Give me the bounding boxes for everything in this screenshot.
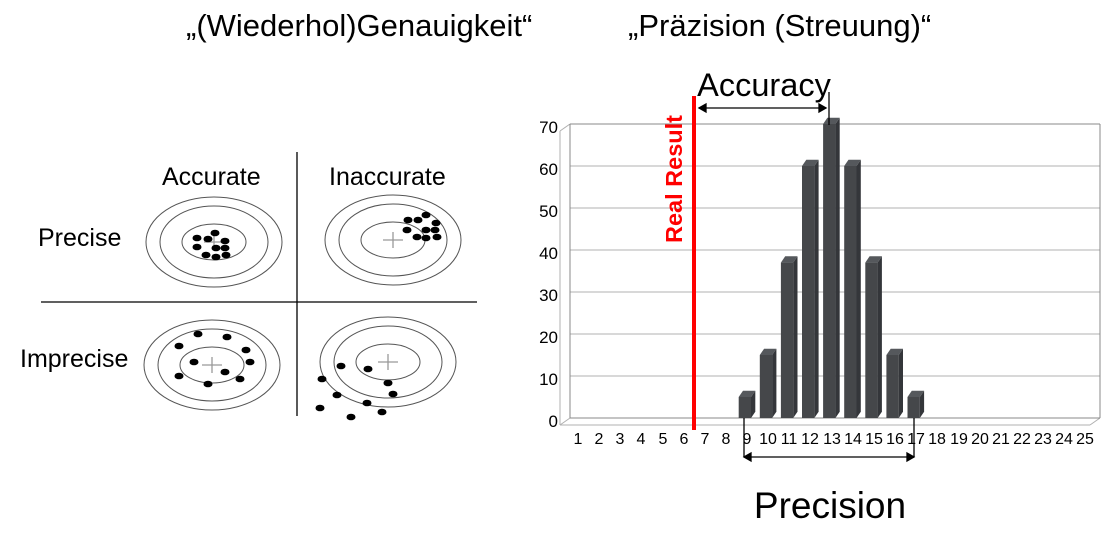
svg-text:16: 16 bbox=[886, 431, 904, 448]
svg-text:23: 23 bbox=[1034, 431, 1052, 448]
svg-text:10: 10 bbox=[759, 431, 777, 448]
svg-text:5: 5 bbox=[659, 431, 668, 448]
svg-text:Precision: Precision bbox=[754, 485, 906, 526]
svg-text:14: 14 bbox=[844, 431, 862, 448]
svg-text:15: 15 bbox=[865, 431, 883, 448]
svg-text:18: 18 bbox=[928, 431, 946, 448]
svg-text:2: 2 bbox=[595, 431, 604, 448]
svg-text:0: 0 bbox=[549, 412, 558, 431]
svg-text:1: 1 bbox=[574, 431, 583, 448]
svg-text:30: 30 bbox=[539, 286, 558, 305]
svg-text:20: 20 bbox=[971, 431, 989, 448]
svg-text:13: 13 bbox=[823, 431, 841, 448]
svg-text:3: 3 bbox=[616, 431, 625, 448]
svg-text:17: 17 bbox=[907, 431, 925, 448]
svg-text:50: 50 bbox=[539, 202, 558, 221]
svg-text:19: 19 bbox=[950, 431, 968, 448]
svg-text:11: 11 bbox=[781, 431, 798, 448]
svg-text:21: 21 bbox=[992, 431, 1010, 448]
svg-text:7: 7 bbox=[701, 431, 710, 448]
svg-text:6: 6 bbox=[680, 431, 689, 448]
svg-text:10: 10 bbox=[539, 370, 558, 389]
svg-text:20: 20 bbox=[539, 328, 558, 347]
svg-text:25: 25 bbox=[1076, 431, 1094, 448]
svg-text:12: 12 bbox=[801, 431, 819, 448]
svg-text:70: 70 bbox=[539, 118, 558, 137]
svg-text:Accuracy: Accuracy bbox=[697, 67, 831, 103]
svg-text:Real Result: Real Result bbox=[661, 115, 687, 243]
svg-text:24: 24 bbox=[1055, 431, 1073, 448]
svg-text:60: 60 bbox=[539, 160, 558, 179]
svg-text:22: 22 bbox=[1013, 431, 1031, 448]
svg-text:40: 40 bbox=[539, 244, 558, 263]
svg-text:4: 4 bbox=[637, 431, 646, 448]
svg-text:8: 8 bbox=[722, 431, 731, 448]
